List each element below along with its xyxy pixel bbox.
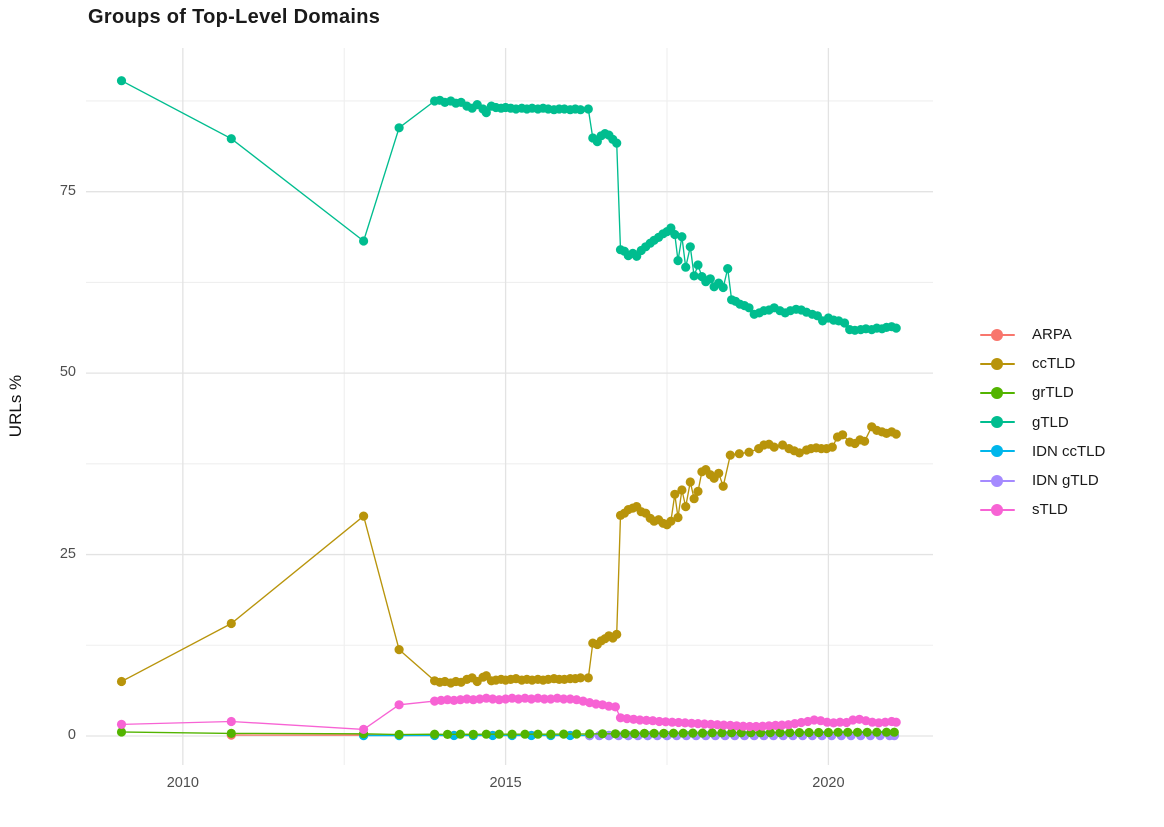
data-series-layer <box>116 76 901 741</box>
legend-key-icon <box>979 356 1019 372</box>
legend-key-icon <box>979 385 1019 401</box>
y-tick-label: 75 <box>59 182 76 199</box>
legend-item-arpa: ARPA <box>979 320 1105 349</box>
y-tick-label: 50 <box>59 364 76 381</box>
legend-key-icon <box>979 473 1019 489</box>
legend-item-stld: sTLD <box>979 495 1105 524</box>
legend-item-grtld: grTLD <box>979 378 1105 407</box>
legend: ARPA ccTLD grTLD gTLD IDN ccTLD IDN gTLD sTLD <box>979 320 1105 524</box>
legend-label: ARPA <box>1032 326 1072 344</box>
legend-key-icon <box>979 502 1019 518</box>
legend-item-gtld: gTLD <box>979 408 1105 437</box>
gridlines-major <box>86 48 933 765</box>
chart-title: Groups of Top-Level Domains <box>88 6 381 28</box>
legend-key-icon <box>979 443 1019 459</box>
legend-key-icon <box>979 327 1019 343</box>
x-tick-label: 2015 <box>489 775 522 791</box>
legend-item-cctld: ccTLD <box>979 349 1105 378</box>
legend-label: ccTLD <box>1032 355 1076 373</box>
series-gtld <box>116 76 901 335</box>
series-stld <box>116 693 901 735</box>
series-grtld <box>116 727 899 740</box>
legend-label: sTLD <box>1032 501 1068 519</box>
y-tick-label: 0 <box>67 726 76 743</box>
legend-item-idn-gtld: IDN gTLD <box>979 466 1105 495</box>
legend-label: IDN ccTLD <box>1032 442 1106 460</box>
legend-label: IDN gTLD <box>1032 472 1099 490</box>
legend-label: grTLD <box>1032 384 1074 402</box>
y-tick-label: 25 <box>59 545 76 562</box>
legend-key-icon <box>979 414 1019 430</box>
legend-item-idn-cctld: IDN ccTLD <box>979 437 1105 466</box>
x-tick-label: 2020 <box>812 775 845 791</box>
legend-label: gTLD <box>1032 413 1069 431</box>
x-tick-label: 2010 <box>166 775 199 791</box>
gridlines-minor <box>86 48 933 765</box>
series-cctld <box>116 422 901 688</box>
